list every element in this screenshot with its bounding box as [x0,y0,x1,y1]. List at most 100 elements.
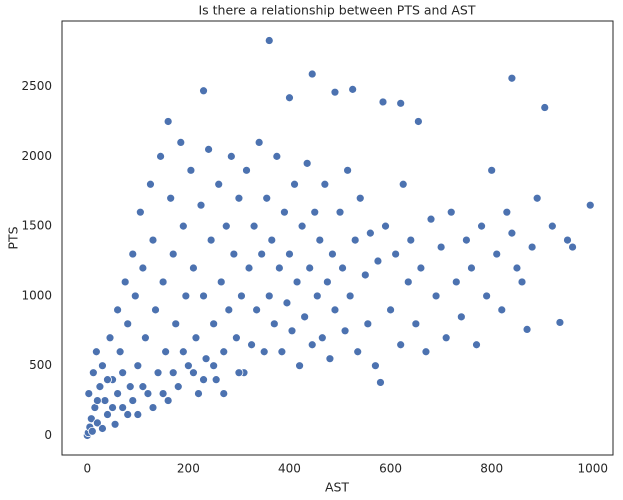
x-tick-label: 200 [177,462,200,476]
point [373,256,383,266]
point [517,277,527,287]
point [133,361,143,371]
point [398,179,408,189]
point [151,305,160,315]
point [242,165,251,175]
point [237,291,246,301]
point [138,382,148,392]
point [224,305,234,315]
point [381,221,390,231]
point [307,69,317,79]
point [234,193,244,203]
point [371,361,380,371]
point [487,165,497,175]
point [206,235,216,245]
point [360,270,370,280]
point [302,158,312,168]
point [295,361,304,371]
point [130,291,140,301]
point [262,193,272,203]
point [148,235,158,245]
point [446,207,456,217]
point [123,319,133,329]
point [568,242,577,252]
point [98,361,107,371]
point [168,368,178,378]
point [413,117,423,126]
point [396,340,406,350]
y-tick-label: 1500 [21,219,52,233]
point [330,87,340,97]
point [189,263,198,273]
point [100,396,110,405]
point [269,319,279,329]
point [138,263,148,273]
point [338,263,347,273]
point [563,235,572,245]
point [110,419,120,429]
point [396,98,406,108]
point [201,354,211,364]
point [312,291,322,301]
point [285,249,294,259]
point [307,340,317,350]
point [91,347,101,357]
point [123,410,133,419]
point [199,86,208,96]
point [196,200,206,210]
point [108,403,117,412]
point [264,36,274,45]
point [406,235,416,245]
point [416,263,426,273]
point [355,193,365,203]
point [345,291,355,301]
point [322,277,332,287]
point [86,414,96,424]
point [186,165,196,175]
point [467,263,476,273]
point [343,165,353,175]
point [252,305,262,315]
point [191,333,201,343]
point [277,347,287,357]
point [292,277,302,287]
point [378,97,388,107]
point [335,207,345,217]
point [229,249,239,259]
y-tick-label: 1000 [21,288,52,302]
point [113,389,123,398]
point [365,228,375,238]
point [482,291,492,301]
point [156,151,165,161]
point [451,277,461,287]
point [287,326,297,336]
point [221,221,231,231]
point [92,396,102,405]
point [282,298,292,308]
point [532,193,542,203]
point [297,221,307,231]
point [403,277,413,287]
plot-frame [61,20,614,456]
point [95,382,105,392]
point [234,368,244,378]
point [310,207,320,217]
point [421,347,431,357]
point [199,291,208,301]
point [522,325,532,334]
point [274,263,284,273]
point [497,305,507,315]
point [171,319,181,329]
point [363,319,373,329]
point [267,235,277,245]
point [257,249,267,259]
point [325,354,335,364]
point [115,347,125,357]
point [492,249,502,259]
point [386,305,395,315]
point [216,277,226,287]
point [163,396,173,405]
point [153,368,163,378]
points [82,36,595,440]
